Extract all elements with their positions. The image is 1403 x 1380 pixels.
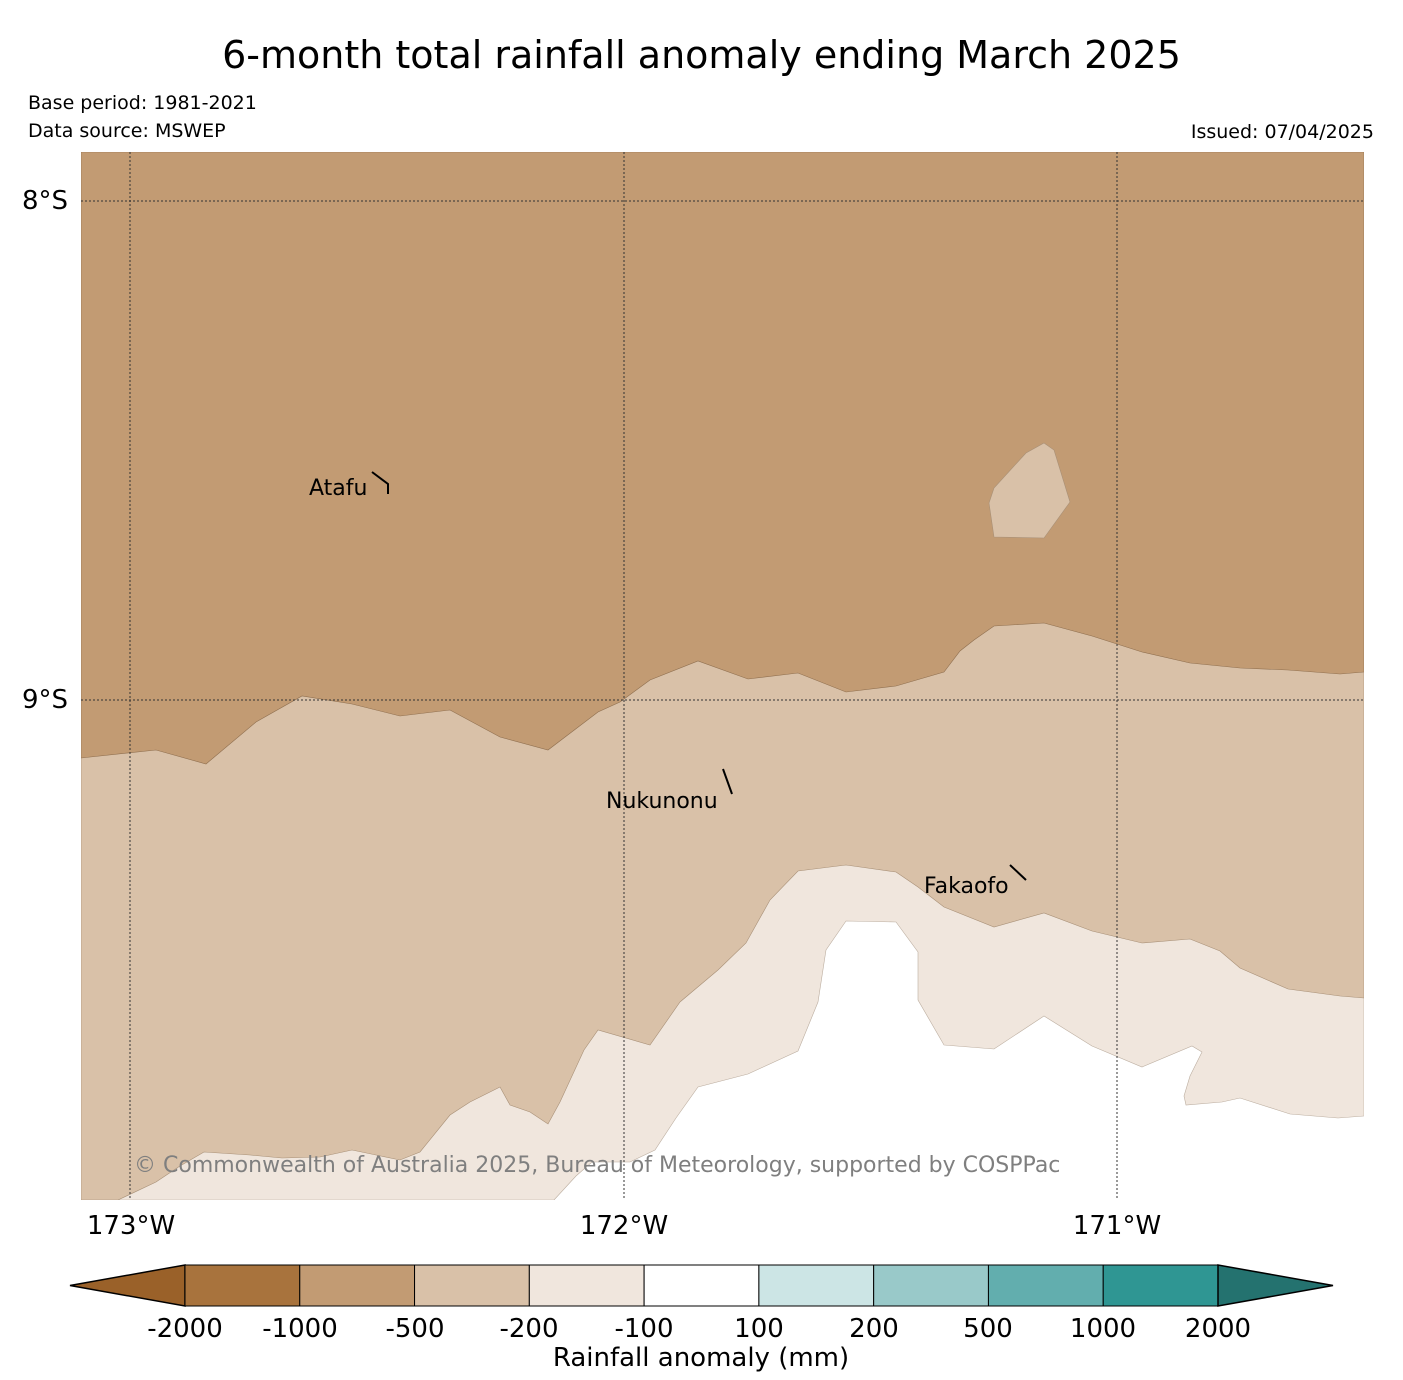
colorbar-tick-labels: -2000 -1000 -500 -200 -100 100 200 500 1…: [147, 1314, 1251, 1344]
colorbar-label: 200: [849, 1314, 899, 1344]
colorbar-label: -2000: [147, 1314, 223, 1344]
colorbar-swatch: [873, 1264, 989, 1307]
anomaly-region-minus-500-to-1000: [81, 152, 1364, 765]
colorbar-swatch: [1102, 1264, 1219, 1307]
gridlines: [81, 152, 1364, 1200]
colorbar-swatch: [987, 1264, 1104, 1307]
lon-tick-172w: 172°W: [580, 1211, 668, 1241]
lat-tick-8s: 8°S: [22, 186, 68, 216]
base-period-label: Base period: 1981-2021: [28, 92, 257, 114]
colorbar-over-arrow: [1217, 1264, 1334, 1307]
colorbar-label: -500: [385, 1314, 444, 1344]
island-outlines: [371, 471, 1027, 881]
colorbar-label: 500: [963, 1314, 1013, 1344]
colorbar-swatch: [299, 1264, 416, 1307]
colorbar-label: 100: [734, 1314, 784, 1344]
colorbar-label: -200: [499, 1314, 558, 1344]
data-source-label: Data source: MSWEP: [28, 120, 226, 142]
page-title: 6-month total rainfall anomaly ending Ma…: [222, 33, 1181, 77]
map-area: Atafu Nukunonu Fakaofo © Commonwealth of…: [81, 152, 1364, 1200]
colorbar-swatches: [69, 1264, 1334, 1307]
colorbar-swatch: [528, 1264, 645, 1307]
place-label-fakaofo: Fakaofo: [924, 874, 1009, 899]
copyright-notice: © Commonwealth of Australia 2025, Bureau…: [134, 1153, 1060, 1178]
colorbar-swatch: [643, 1264, 760, 1307]
nukunonu-island-shape: [722, 768, 733, 795]
colorbar-title: Rainfall anomaly (mm): [553, 1343, 849, 1373]
colorbar-label: -100: [614, 1314, 673, 1344]
place-label-atafu: Atafu: [309, 476, 367, 501]
colorbar-under-arrow: [69, 1264, 186, 1307]
colorbar-swatch: [184, 1264, 301, 1307]
colorbar-label: -1000: [262, 1314, 338, 1344]
lat-tick-9s: 9°S: [22, 685, 68, 715]
place-label-nukunonu: Nukunonu: [606, 789, 718, 814]
lon-tick-171w: 171°W: [1073, 1211, 1161, 1241]
issued-date-label: Issued: 07/04/2025: [1190, 121, 1374, 143]
anomaly-region-minus-200-to-500: [988, 442, 1071, 539]
lon-tick-173w: 173°W: [87, 1211, 175, 1241]
colorbar-legend: -2000 -1000 -500 -200 -100 100 200 500 1…: [69, 1264, 1334, 1373]
atafu-island-shape: [371, 471, 389, 494]
colorbar-label: 2000: [1185, 1314, 1251, 1344]
fakaofo-island-shape: [1009, 864, 1027, 881]
colorbar-swatch: [758, 1264, 875, 1307]
colorbar-label: 1000: [1070, 1314, 1136, 1344]
colorbar-swatch: [414, 1264, 530, 1307]
